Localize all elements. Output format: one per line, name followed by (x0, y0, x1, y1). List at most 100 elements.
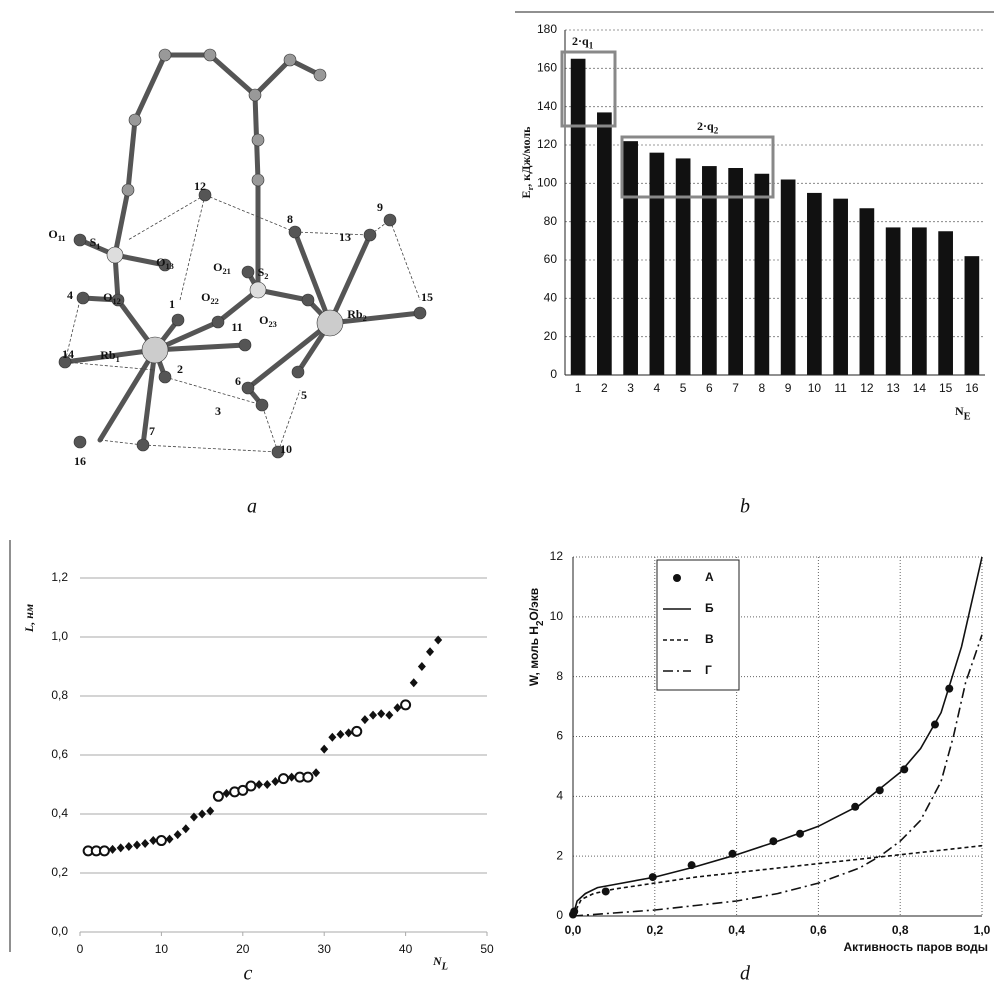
point (279, 774, 288, 783)
atom-label-part: 16 (74, 454, 86, 468)
atom-label-part: 1 (116, 355, 120, 364)
y-tick-label: 0 (550, 367, 557, 381)
y-tick-label: 40 (544, 291, 558, 305)
atom (129, 114, 141, 126)
atom-label-part: O (213, 260, 222, 274)
atom-label: 4 (67, 288, 73, 302)
atom-label-part: O (201, 290, 210, 304)
x-tick-label: 13 (886, 381, 900, 395)
annotation-part: 1 (589, 41, 594, 51)
x-tick-label: 10 (808, 381, 822, 395)
atom (250, 282, 266, 298)
y-tick-label: 1,0 (51, 629, 68, 643)
atom (204, 49, 216, 61)
x-axis-label-part: Активность паров воды (843, 940, 988, 954)
x-tick-label: 16 (965, 381, 979, 395)
bar (571, 59, 586, 375)
x-axis-label-part: E (964, 412, 971, 423)
atom-label-part: O (48, 227, 57, 241)
atom-label: 13 (339, 230, 351, 244)
atom-label-part: 9 (377, 200, 383, 214)
x-tick-label: 1,0 (974, 923, 991, 937)
y-axis-label-part: W, моль H (527, 626, 541, 686)
atom-label-part: 11 (58, 234, 66, 243)
bar (965, 256, 980, 375)
caption: b (740, 496, 750, 518)
atom (107, 247, 123, 263)
atom (292, 366, 304, 378)
atom (239, 339, 251, 351)
atom-label: 7 (149, 424, 155, 438)
annotation-part: 2·q (697, 119, 714, 133)
atom-label-part: O (103, 290, 112, 304)
x-tick-label: 20 (236, 942, 250, 956)
figure: a b c d O11S1O13128913O21S24O121O2211O23… (0, 0, 994, 989)
y-tick-label: 8 (556, 669, 563, 683)
x-tick-label: 0 (77, 942, 84, 956)
bar (728, 168, 743, 375)
x-tick-label: 0,4 (728, 923, 745, 937)
x-tick-label: 14 (913, 381, 927, 395)
x-tick-label: 11 (834, 381, 847, 395)
atom-label: 6 (235, 374, 241, 388)
atom (302, 294, 314, 306)
y-tick-label: 140 (537, 99, 557, 113)
x-tick-label: 0,2 (646, 923, 663, 937)
x-tick-label: 10 (155, 942, 169, 956)
atom (77, 292, 89, 304)
atom-label-part: 10 (280, 442, 292, 456)
y-tick-label: 1,2 (51, 570, 68, 584)
bar (597, 112, 612, 375)
y-tick-label: 4 (556, 789, 563, 803)
x-tick-label: 15 (939, 381, 953, 395)
atom (284, 54, 296, 66)
legend-marker (673, 574, 681, 582)
atom-label-part: 3 (215, 404, 221, 418)
atom (242, 266, 254, 278)
y-axis-label-part: E (519, 190, 533, 198)
atom (142, 337, 168, 363)
atom (249, 89, 261, 101)
bar (833, 199, 848, 375)
atom-label-part: 21 (222, 267, 230, 276)
x-tick-label: 0,6 (810, 923, 827, 937)
point (303, 773, 312, 782)
y-tick-label: 100 (537, 176, 557, 190)
point (246, 781, 255, 790)
atom-label-part: 15 (421, 290, 433, 304)
atom-label-part: 2 (363, 314, 367, 323)
atom (159, 371, 171, 383)
atom (314, 69, 326, 81)
atom (74, 436, 86, 448)
y-tick-label: 0,2 (51, 865, 68, 879)
y-tick-label: 2 (556, 848, 563, 862)
atom-label: 5 (301, 388, 307, 402)
bar (807, 193, 822, 375)
y-tick-label: 10 (550, 609, 564, 623)
point (401, 700, 410, 709)
caption: d (740, 963, 751, 985)
atom-label-part: 11 (231, 320, 242, 334)
x-axis-label: Активность паров воды (843, 940, 988, 954)
y-axis-label-part: , кДж/моль (519, 126, 533, 187)
atom-label: 1 (169, 297, 175, 311)
y-tick-label: 12 (550, 549, 564, 563)
bar (912, 227, 927, 375)
x-axis-label-part: N (955, 404, 964, 418)
x-tick-label: 8 (759, 381, 766, 395)
x-tick-label: 0,8 (892, 923, 909, 937)
bar (650, 153, 665, 375)
y-tick-label: 0 (556, 908, 563, 922)
point (100, 846, 109, 855)
atom (242, 382, 254, 394)
background (0, 0, 994, 989)
x-tick-label: 30 (318, 942, 332, 956)
atom-label-part: Rb (347, 307, 363, 321)
x-tick-label: 40 (399, 942, 413, 956)
x-tick-label: 9 (785, 381, 792, 395)
atom-label-part: 13 (339, 230, 351, 244)
atom-label-part: 14 (62, 347, 74, 361)
y-axis-label-part: L, нм (22, 604, 36, 633)
x-axis-label-part: L (441, 962, 448, 973)
atom-label-part: 2 (177, 362, 183, 376)
